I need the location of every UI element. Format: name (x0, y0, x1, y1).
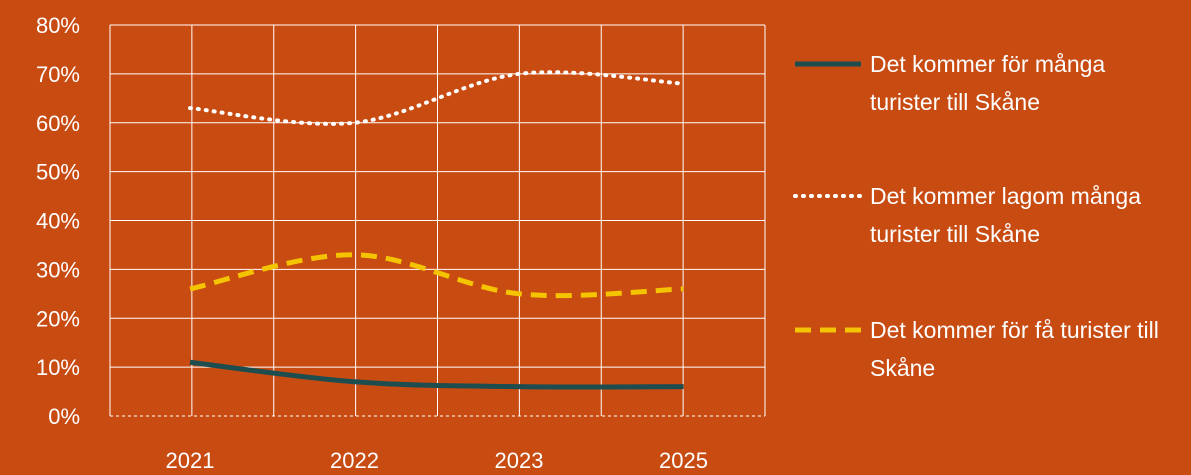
x-tick-label: 2025 (659, 448, 708, 470)
y-tick-label: 40% (36, 209, 80, 234)
y-tick-label: 70% (36, 62, 80, 87)
x-tick-label: 2022 (330, 448, 379, 470)
y-tick-label: 0% (48, 404, 80, 429)
y-tick-label: 30% (36, 257, 80, 282)
x-tick-label: 2023 (495, 448, 544, 470)
y-tick-label: 50% (36, 160, 80, 185)
grid-layer (110, 25, 765, 416)
series-layer (190, 72, 684, 387)
x-tick-label: 2021 (166, 448, 215, 470)
series-line-3 (190, 255, 684, 296)
axis-layer: 0% 10% 20% 30% 40% 50% 60% 70% 80% 2021 2022 2023 20… (36, 13, 708, 470)
series-line-1 (190, 362, 684, 387)
y-tick-label: 10% (36, 355, 80, 380)
series-line-2 (190, 72, 684, 124)
y-tick-label: 60% (36, 111, 80, 136)
y-tick-label: 20% (36, 306, 80, 331)
y-tick-label: 80% (36, 13, 80, 38)
